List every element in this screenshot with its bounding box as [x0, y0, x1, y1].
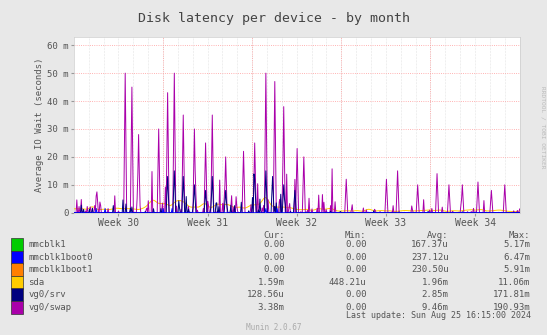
Text: 11.06m: 11.06m	[498, 278, 531, 287]
Text: 0.00: 0.00	[263, 253, 284, 262]
Text: 171.81m: 171.81m	[493, 290, 531, 299]
Text: 0.00: 0.00	[345, 303, 366, 312]
Text: 1.59m: 1.59m	[258, 278, 284, 287]
Text: Min:: Min:	[345, 231, 366, 240]
Text: 128.56u: 128.56u	[247, 290, 284, 299]
Text: 5.91m: 5.91m	[504, 265, 531, 274]
Text: mmcblk1boot0: mmcblk1boot0	[28, 253, 93, 262]
Text: 1.96m: 1.96m	[422, 278, 449, 287]
Text: 5.17m: 5.17m	[504, 240, 531, 249]
Text: 190.93m: 190.93m	[493, 303, 531, 312]
Text: 0.00: 0.00	[345, 265, 366, 274]
Text: 230.50u: 230.50u	[411, 265, 449, 274]
Text: sda: sda	[28, 278, 44, 287]
Text: 0.00: 0.00	[345, 240, 366, 249]
Y-axis label: Average IO Wait (seconds): Average IO Wait (seconds)	[35, 58, 44, 192]
Text: Cur:: Cur:	[263, 231, 284, 240]
Text: Avg:: Avg:	[427, 231, 449, 240]
Text: 448.21u: 448.21u	[329, 278, 366, 287]
Text: mmcblk1: mmcblk1	[28, 240, 66, 249]
Text: 9.46m: 9.46m	[422, 303, 449, 312]
Text: Last update: Sun Aug 25 16:15:00 2024: Last update: Sun Aug 25 16:15:00 2024	[346, 311, 531, 320]
Text: Disk latency per device - by month: Disk latency per device - by month	[137, 12, 410, 25]
Text: mmcblk1boot1: mmcblk1boot1	[28, 265, 93, 274]
Text: vg0/srv: vg0/srv	[28, 290, 66, 299]
Text: RRDTOOL / TOBI OETIKER: RRDTOOL / TOBI OETIKER	[540, 86, 545, 169]
Text: 0.00: 0.00	[263, 265, 284, 274]
Text: 0.00: 0.00	[263, 240, 284, 249]
Text: 237.12u: 237.12u	[411, 253, 449, 262]
Text: 2.85m: 2.85m	[422, 290, 449, 299]
Text: Munin 2.0.67: Munin 2.0.67	[246, 323, 301, 332]
Text: 167.37u: 167.37u	[411, 240, 449, 249]
Text: 0.00: 0.00	[345, 253, 366, 262]
Text: Max:: Max:	[509, 231, 531, 240]
Text: vg0/swap: vg0/swap	[28, 303, 72, 312]
Text: 0.00: 0.00	[345, 290, 366, 299]
Text: 6.47m: 6.47m	[504, 253, 531, 262]
Text: 3.38m: 3.38m	[258, 303, 284, 312]
